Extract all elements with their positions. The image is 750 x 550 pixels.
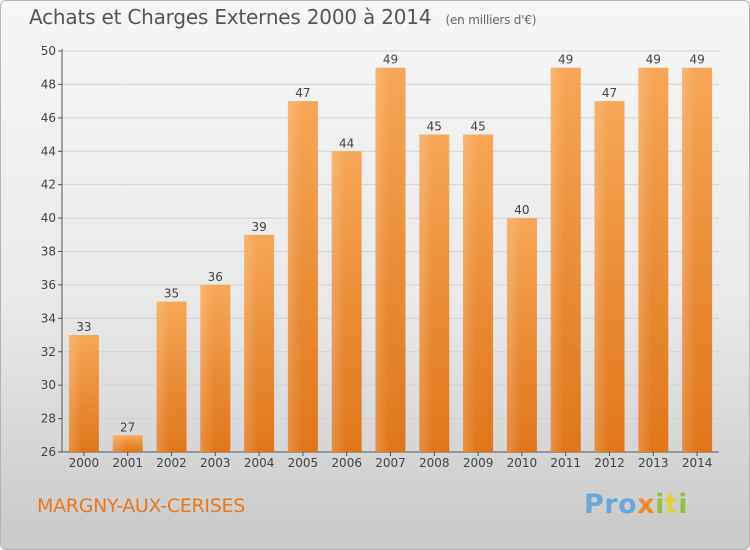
bar-highlight [463,134,477,452]
x-tick-label: 2001 [112,456,143,470]
data-label: 45 [427,120,442,134]
x-tick-label: 2006 [331,456,362,470]
data-label: 49 [689,53,704,67]
data-label: 49 [558,53,573,67]
bar-highlight [200,284,214,452]
bar-highlight [638,67,652,452]
data-label: 44 [339,136,354,150]
y-tick-label: 44 [41,144,56,158]
x-tick-label: 2007 [375,456,406,470]
y-tick-label: 36 [41,278,56,292]
x-tick-label: 2010 [507,456,538,470]
x-tick-label: 2002 [156,456,187,470]
y-tick-label: 46 [41,111,56,125]
x-tick-label: 2009 [463,456,494,470]
x-tick-label: 2013 [638,456,669,470]
data-label: 39 [251,220,266,234]
data-label: 45 [470,120,485,134]
bar-highlight [156,301,170,452]
x-tick-label: 2000 [69,456,100,470]
bars [68,67,713,452]
bar-highlight [550,67,565,452]
data-label: 36 [208,270,223,284]
chart-title: Achats et Charges Externes 2000 à 2014 (… [29,5,536,29]
y-tick-label: 48 [41,77,56,91]
data-label: 49 [646,53,661,67]
x-tick-label: 2012 [594,456,625,470]
x-tick-label: 2014 [682,456,713,470]
bar-highlight [68,335,83,452]
y-tick-label: 28 [41,412,56,426]
bar-highlight [287,101,302,452]
bar-highlight [112,435,127,452]
bar-highlight [331,151,346,452]
y-tick-label: 26 [41,445,56,459]
bar-highlight [375,67,389,452]
data-labels: 33 27 35 36 39 47 44 49 45 45 40 49 47 49 49 [76,53,704,435]
chart-subtitle: (en milliers d'€) [445,13,537,27]
chart-title-text: Achats et Charges Externes 2000 à 2014 [29,5,432,29]
data-label: 35 [164,287,179,301]
bar-highlight [682,67,696,452]
y-tick-label: 34 [41,311,56,325]
bar-highlight [244,234,258,452]
bar-highlight [506,218,521,452]
bar-highlight [594,101,608,452]
y-tick-label: 50 [41,44,56,58]
data-label: 47 [295,86,310,100]
x-tick-label: 2008 [419,456,450,470]
y-tick-label: 42 [41,178,56,192]
data-label: 49 [383,53,398,67]
proxiti-logo: Proxiti [584,489,689,520]
y-tick-label: 38 [41,245,56,259]
data-label: 27 [120,420,135,434]
data-label: 40 [514,203,529,217]
x-tick-label: 2004 [244,456,275,470]
data-label: 33 [76,320,91,334]
y-tick-label: 40 [41,211,56,225]
x-tick-label: 2011 [550,456,581,470]
data-label: 47 [602,86,617,100]
place-name: MARGNY-AUX-CERISES [37,495,245,517]
y-tick-label: 32 [41,345,56,359]
x-tick-label: 2003 [200,456,231,470]
x-tick-label: 2005 [288,456,319,470]
y-tick-label: 30 [41,378,56,392]
bar-highlight [419,134,433,452]
